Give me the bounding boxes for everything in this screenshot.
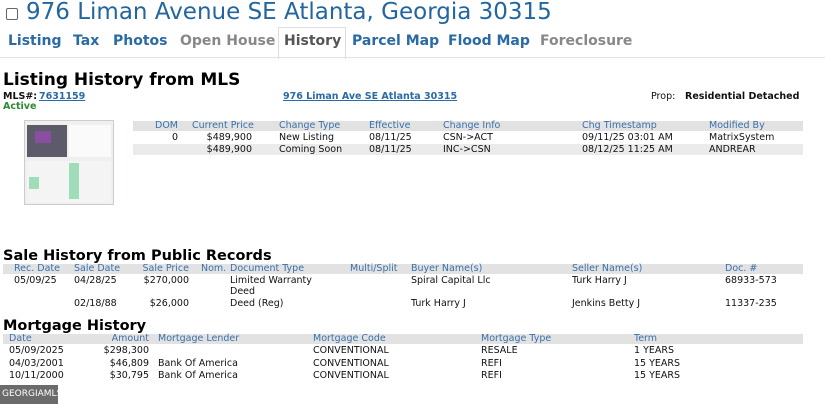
table-cell: INC->CSN: [443, 144, 491, 155]
tab-parcel-map[interactable]: Parcel Map: [352, 33, 440, 49]
column-header[interactable]: Doc. #: [725, 263, 758, 274]
table-cell: 0: [171, 132, 178, 143]
tab-open-house[interactable]: Open House: [180, 33, 276, 49]
table-cell: $30,795: [109, 370, 149, 381]
table-cell: Spiral Capital Llc: [411, 275, 491, 286]
column-header[interactable]: Mortgage Lender: [158, 333, 240, 344]
table-cell: Coming Soon: [279, 144, 343, 155]
table-cell: Jenkins Betty J: [572, 298, 641, 309]
table-cell: ANDREAR: [709, 144, 756, 155]
table-cell: 09/11/25 03:01 AM: [582, 132, 673, 143]
listing-history-title: Listing History from MLS: [3, 70, 241, 90]
table-cell: 15 YEARS: [634, 358, 681, 369]
column-header[interactable]: Change Type: [279, 120, 341, 131]
table-cell: 04/03/2001: [9, 358, 64, 369]
table-cell: Bank Of America: [158, 358, 238, 369]
table-cell: REFI: [481, 358, 502, 369]
table-cell: 15 YEARS: [634, 370, 681, 381]
table-cell: New Listing: [279, 132, 335, 143]
table-cell: 11337-235: [725, 298, 777, 309]
column-header[interactable]: Modified By: [709, 120, 765, 131]
column-header[interactable]: Nom.: [201, 263, 227, 274]
tab-divider: [0, 57, 825, 58]
column-header[interactable]: Buyer Name(s): [411, 263, 483, 274]
sale-history-title: Sale History from Public Records: [3, 248, 272, 264]
table-cell: 04/28/25: [74, 275, 117, 286]
column-header[interactable]: Chg Timestamp: [582, 120, 657, 131]
table-cell: MatrixSystem: [709, 132, 775, 143]
table-cell: 08/12/25 11:25 AM: [582, 144, 673, 155]
table-cell: 05/09/2025: [9, 345, 64, 356]
header-row: [3, 264, 803, 274]
column-header[interactable]: Effective: [369, 120, 411, 131]
table-cell: 02/18/88: [74, 298, 117, 309]
mortgage-history-title: Mortgage History: [3, 318, 147, 334]
table-cell: 1 YEARS: [634, 345, 674, 356]
column-header[interactable]: Change Info: [443, 120, 501, 131]
table-cell: $26,000: [149, 298, 189, 309]
table-cell: 05/09/25: [14, 275, 57, 286]
table-cell: REFI: [481, 370, 502, 381]
column-header[interactable]: Amount: [111, 333, 149, 344]
page-title: 976 Liman Avenue SE Atlanta, Georgia 303…: [26, 0, 552, 25]
table-cell: Bank Of America: [158, 370, 238, 381]
column-header[interactable]: Term: [634, 333, 658, 344]
table-cell: Turk Harry J: [411, 298, 466, 309]
table-cell: Turk Harry J: [572, 275, 627, 286]
column-header[interactable]: Seller Name(s): [572, 263, 643, 274]
column-header[interactable]: Rec. Date: [14, 263, 60, 274]
table-cell: $46,809: [109, 358, 149, 369]
tab-photos[interactable]: Photos: [113, 33, 168, 49]
table-cell: CSN->ACT: [443, 132, 493, 143]
column-header[interactable]: Sale Date: [74, 263, 121, 274]
tab-listing[interactable]: Listing: [8, 33, 62, 49]
header-row: [3, 334, 803, 344]
table-cell: CONVENTIONAL: [313, 345, 389, 356]
table-cell: 10/11/2000: [9, 370, 64, 381]
prop-value: Residential Detached: [685, 91, 800, 102]
table-cell: CONVENTIONAL: [313, 370, 389, 381]
column-header[interactable]: Mortgage Type: [481, 333, 552, 344]
tab-flood-map[interactable]: Flood Map: [448, 33, 530, 49]
row-stripe: [133, 144, 803, 155]
mls-label: MLS#:: [3, 91, 38, 102]
listing-status: Active: [3, 101, 37, 112]
map-thumbnail[interactable]: [24, 120, 114, 205]
table-cell: $270,000: [143, 275, 189, 286]
prop-label: Prop:: [651, 91, 676, 102]
table-cell: $489,900: [206, 132, 252, 143]
table-cell: Deed (Reg): [230, 298, 284, 309]
column-header[interactable]: Sale Price: [142, 263, 189, 274]
header-row: [133, 121, 803, 131]
address-link[interactable]: 976 Liman Ave SE Atlanta 30315: [283, 91, 458, 102]
table-cell: $298,300: [103, 345, 149, 356]
table-cell: CONVENTIONAL: [313, 358, 389, 369]
column-header[interactable]: Date: [9, 333, 32, 344]
select-checkbox[interactable]: [6, 8, 18, 20]
table-cell: 68933-573: [725, 275, 777, 286]
table-cell: RESALE: [481, 345, 518, 356]
table-cell: Limited Warranty Deed: [230, 275, 312, 297]
column-header[interactable]: Document Type: [230, 263, 305, 274]
table-cell: 08/11/25: [369, 132, 412, 143]
column-header[interactable]: Mortgage Code: [313, 333, 386, 344]
table-cell: $489,900: [206, 144, 252, 155]
tab-tax[interactable]: Tax: [73, 33, 100, 49]
mls-number-link[interactable]: 7631159: [39, 91, 86, 102]
active-tab-frame: [278, 27, 346, 59]
column-header[interactable]: DOM: [155, 120, 178, 131]
georgia-mls-logo: GEORGIAMLS: [0, 385, 58, 404]
column-header[interactable]: Multi/Split: [350, 263, 398, 274]
column-header[interactable]: Current Price: [192, 120, 254, 131]
tab-foreclosure[interactable]: Foreclosure: [540, 33, 633, 49]
table-cell: 08/11/25: [369, 144, 412, 155]
tab-history[interactable]: History: [284, 33, 342, 49]
